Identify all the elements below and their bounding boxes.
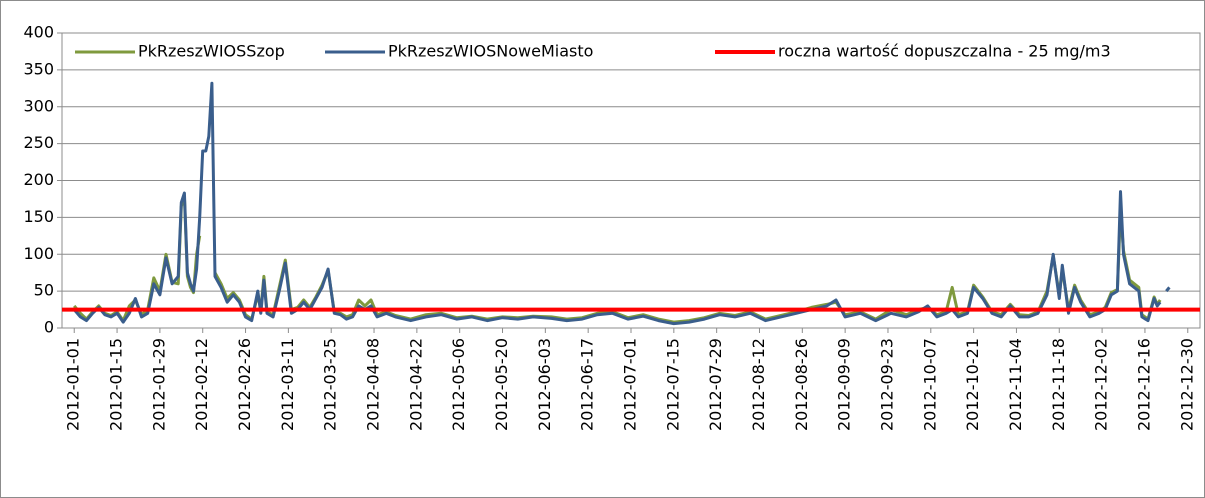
x-tick-label: 2012-09-23	[877, 338, 896, 431]
legend-label: roczna wartość dopuszczalna - 25 mg/m3	[778, 42, 1111, 61]
x-tick-label: 2012-10-07	[920, 338, 939, 431]
x-tick-label: 2012-07-01	[621, 338, 640, 431]
y-tick-label: 150	[23, 207, 54, 226]
x-tick-label: 2012-02-26	[235, 338, 254, 431]
y-tick-label: 250	[23, 133, 54, 152]
plot-lines	[62, 81, 1200, 326]
x-tick-label: 2012-11-04	[1006, 338, 1025, 431]
data-line	[73, 81, 1171, 326]
y-tick-label: 0	[44, 318, 54, 337]
legend: PkRzeszWIOSSzop PkRzeszWIOSNoweMiasto rocz…	[75, 42, 1111, 61]
x-tick-label: 2012-04-22	[406, 338, 425, 431]
y-tick-label: 400	[23, 23, 54, 42]
x-tick-label: 2012-01-01	[64, 338, 83, 431]
legend-label: PkRzeszWIOSSzop	[138, 42, 285, 61]
y-tick-label: 300	[23, 96, 54, 115]
x-tick-label: 2012-10-21	[963, 338, 982, 431]
x-tick-label: 2012-08-26	[792, 338, 811, 431]
y-tick-label: 100	[23, 244, 54, 263]
x-tick-label: 2012-08-12	[749, 338, 768, 431]
x-tick-label: 2012-04-08	[364, 338, 383, 431]
x-tick-label: 2012-07-29	[706, 338, 725, 431]
x-tick-label: 2012-02-12	[192, 338, 211, 431]
x-tick-label: 2012-06-17	[578, 338, 597, 431]
y-tick-label: 350	[23, 59, 54, 78]
x-tick-label: 2012-03-25	[321, 338, 340, 431]
x-tick-label: 2012-05-06	[449, 338, 468, 431]
x-tick-label: 2012-01-15	[107, 338, 126, 431]
x-tick-label: 2012-12-16	[1134, 338, 1153, 431]
y-tick-label: 50	[34, 281, 54, 300]
y-tick-label: 200	[23, 170, 54, 189]
x-tick-label: 2012-07-15	[663, 338, 682, 431]
axes: 0 50 100 150 200 250 300 350 400 2012-01-01 2012-0…	[23, 23, 1200, 431]
x-tick-label: 2012-09-09	[835, 338, 854, 431]
x-tick-label: 2012-11-18	[1049, 338, 1068, 431]
x-tick-label: 2012-05-20	[492, 338, 511, 431]
x-tick-label: 2012-03-11	[278, 338, 297, 431]
x-tick-label: 2012-12-30	[1177, 338, 1196, 431]
x-tick-label: 2012-01-29	[149, 338, 168, 431]
legend-label: PkRzeszWIOSNoweMiasto	[388, 42, 593, 61]
x-tick-label: 2012-06-03	[535, 338, 554, 431]
x-tick-label: 2012-12-02	[1092, 338, 1111, 431]
